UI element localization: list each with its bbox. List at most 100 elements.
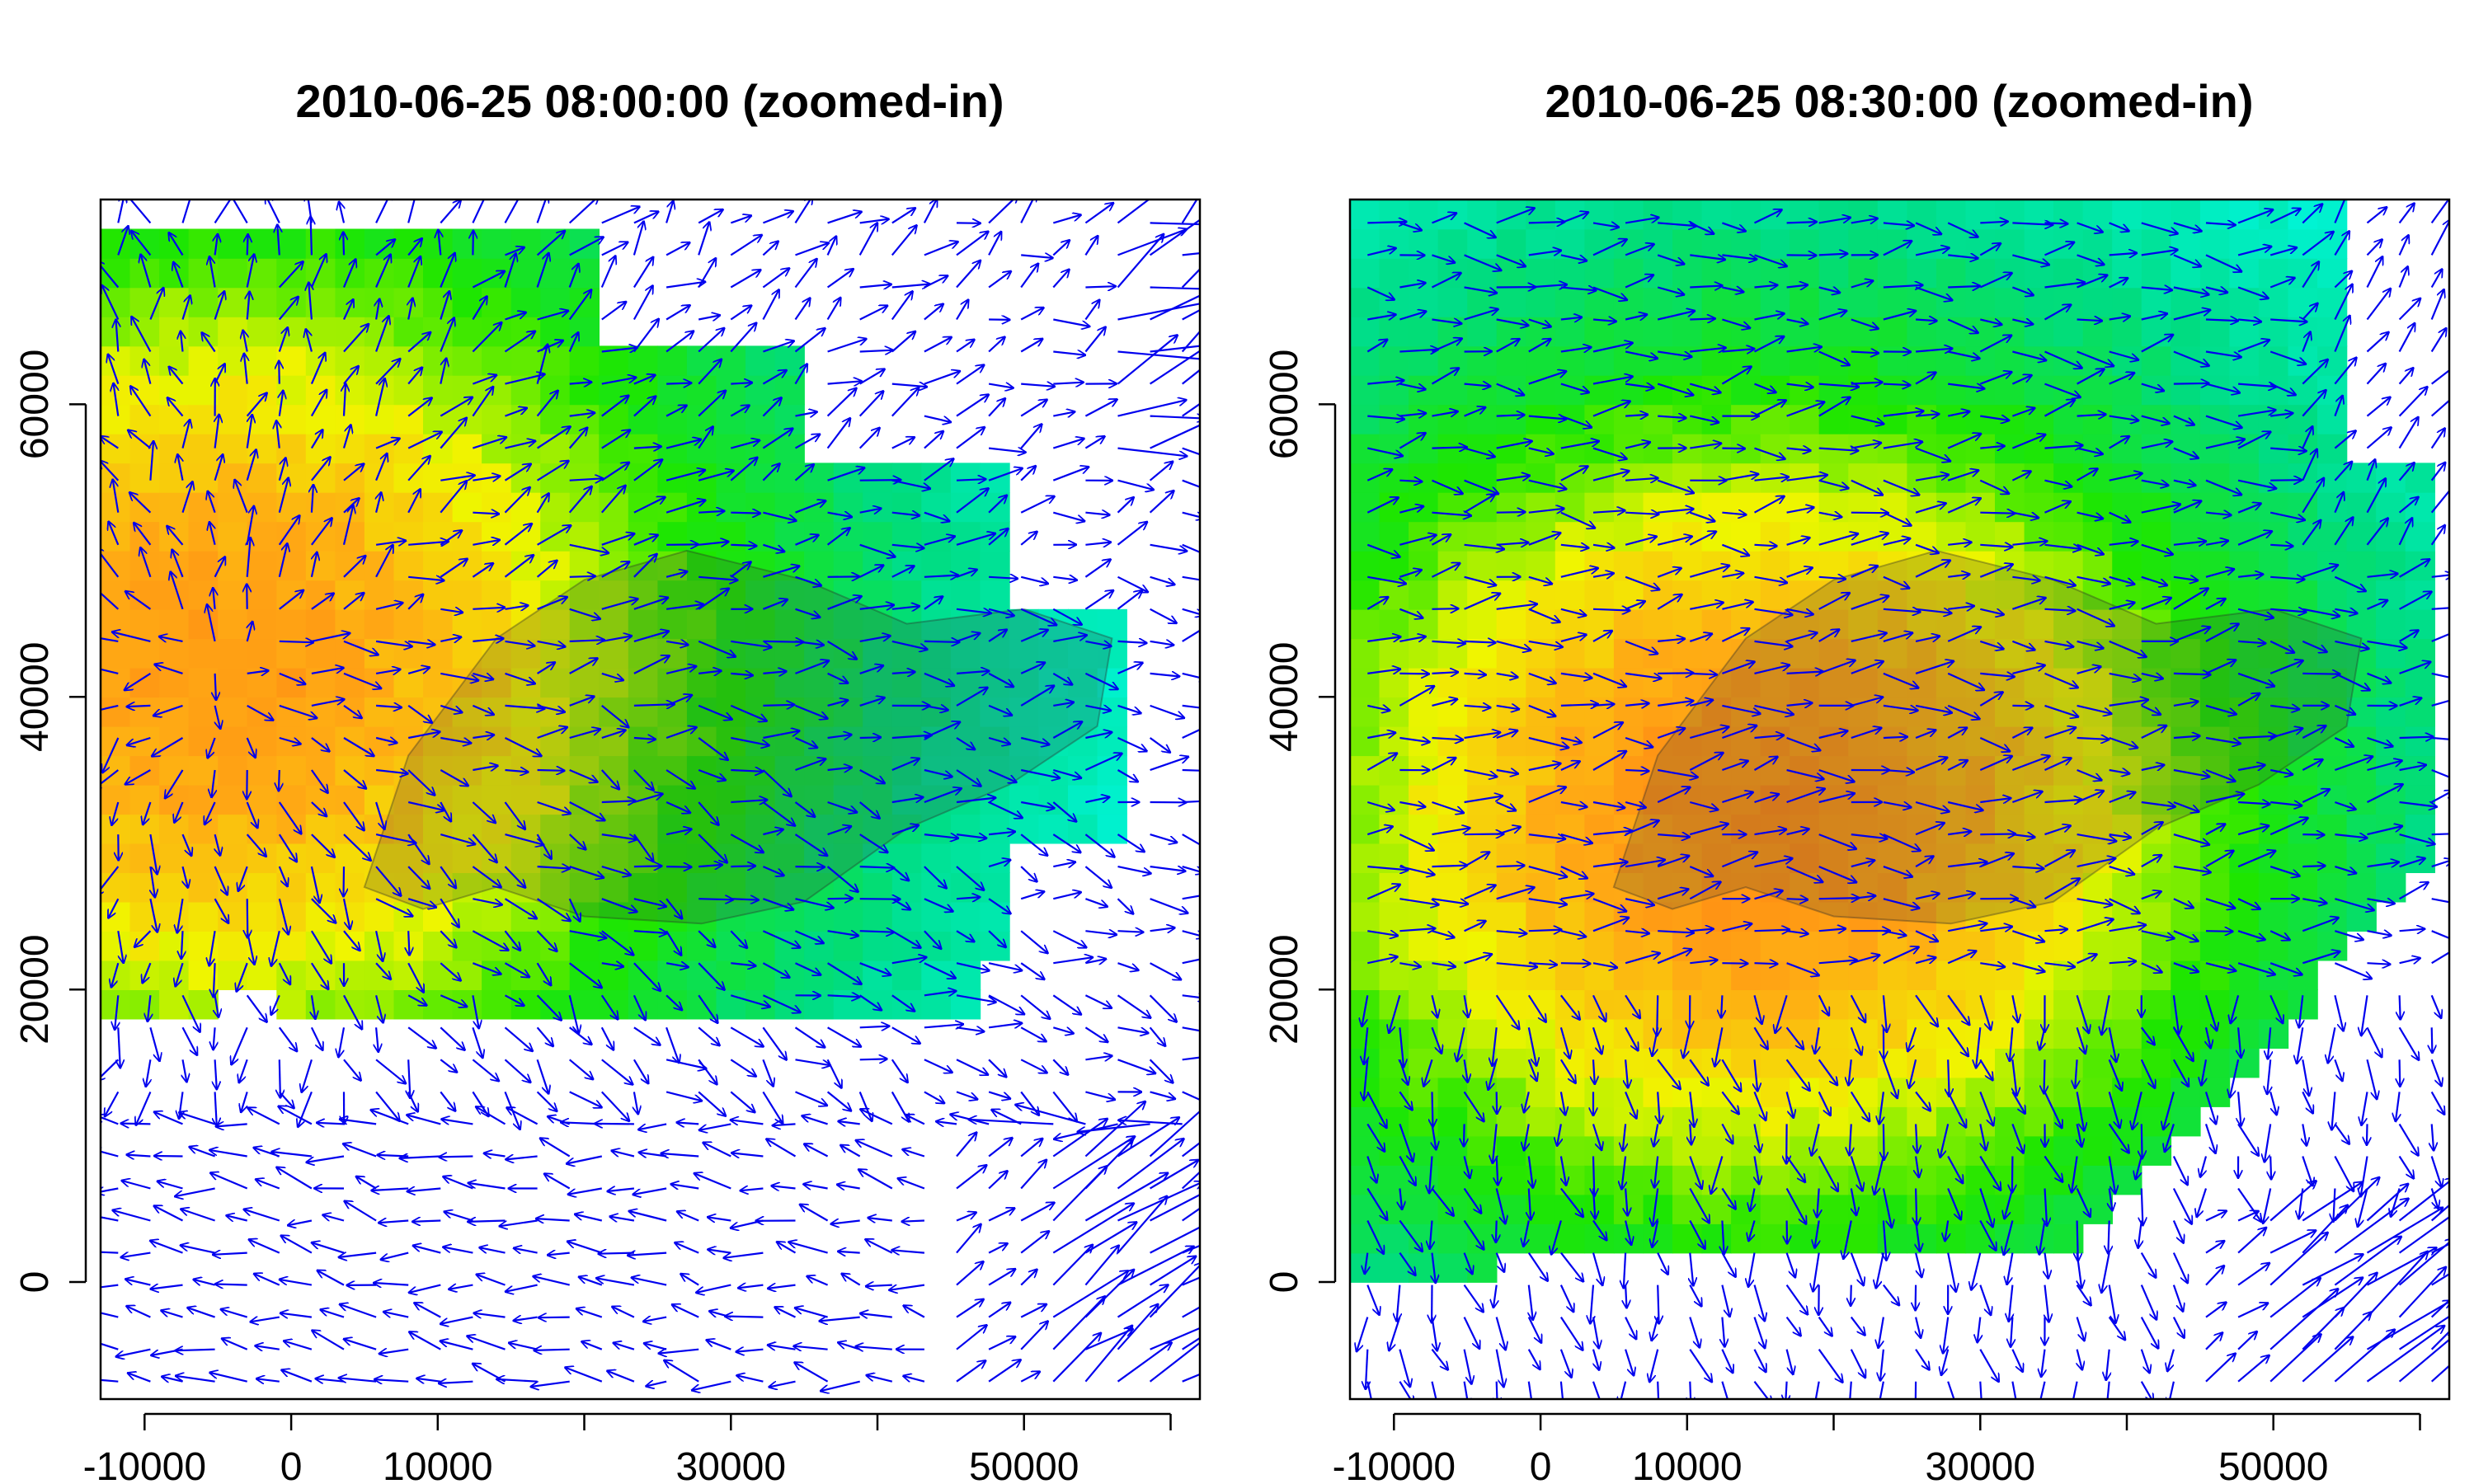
wind-arrow — [956, 1299, 984, 1318]
heat-cell — [1379, 433, 1409, 464]
wind-arrow — [2366, 397, 2391, 417]
wind-arrow — [1020, 1372, 1040, 1383]
wind-arrow — [1020, 1091, 1039, 1115]
wind-arrow — [509, 1343, 538, 1350]
heat-cell — [1790, 491, 1820, 523]
wind-arrow — [2334, 1313, 2371, 1350]
wind-arrow — [1432, 447, 1467, 448]
wind-arrow — [514, 1248, 538, 1253]
heat-cell — [2024, 228, 2054, 259]
wind-arrow — [1850, 1252, 1864, 1286]
wind-arrow — [1181, 330, 1200, 353]
heat-cell — [1467, 960, 1498, 990]
wind-arrow — [409, 1284, 441, 1293]
heat-cell — [159, 931, 190, 961]
wind-arrow — [2172, 1317, 2185, 1338]
wind-arrow — [699, 1123, 731, 1129]
heat-cell — [129, 258, 160, 289]
wind-arrow — [2431, 369, 2449, 385]
heat-cell — [980, 550, 1010, 581]
wind-arrow — [1182, 1056, 1200, 1059]
heat-cell — [159, 608, 190, 640]
heat-cell — [2288, 960, 2318, 990]
heat-cell — [364, 697, 395, 727]
heat-cell — [1584, 726, 1615, 757]
heat-cell — [129, 872, 160, 903]
wind-arrow — [2366, 364, 2386, 385]
heat-cell — [1350, 1135, 1380, 1166]
wind-arrow — [988, 1269, 1015, 1286]
wind-arrow — [2432, 1027, 2433, 1053]
heat-cell — [540, 872, 571, 903]
heat-cell — [1584, 1048, 1615, 1078]
wind-arrow — [1182, 930, 1200, 937]
heat-cell — [1760, 404, 1790, 434]
heat-cell — [1526, 404, 1556, 434]
wind-arrow — [698, 222, 709, 256]
wind-arrow — [1020, 264, 1038, 289]
heat-cell — [305, 521, 336, 552]
heat-cell — [1848, 287, 1879, 317]
heat-cell — [1613, 697, 1644, 727]
wind-arrow — [2204, 1124, 2216, 1153]
heat-cell — [247, 784, 277, 815]
wind-arrow — [101, 1342, 119, 1350]
heat-cell — [2024, 287, 2054, 317]
wind-arrow — [175, 1187, 215, 1197]
wind-arrow — [794, 328, 825, 353]
x-tick-label: 0 — [280, 1445, 303, 1484]
heat-cell — [364, 960, 395, 990]
wind-arrow — [1149, 491, 1174, 514]
heat-cell — [364, 784, 395, 815]
heat-cell — [2229, 843, 2260, 873]
heat-cell — [1467, 1165, 1498, 1195]
heat-cell — [540, 287, 571, 317]
heat-cell — [2405, 521, 2435, 552]
heat-cell — [1672, 1194, 1703, 1224]
wind-arrow — [666, 1091, 702, 1101]
heat-cell — [159, 667, 190, 698]
heat-cell — [2258, 258, 2289, 289]
wind-arrow — [101, 1149, 119, 1158]
heat-cell — [1995, 1077, 2025, 1107]
wind-arrow — [414, 1303, 441, 1318]
wind-arrow — [1150, 898, 1188, 913]
heat-cell — [1409, 638, 1439, 669]
heat-cell — [1350, 989, 1380, 1020]
heat-cell — [1437, 374, 1468, 406]
heat-cell — [2112, 872, 2142, 903]
heat-cell — [657, 521, 688, 552]
y-tick-label: 20000 — [1263, 934, 1306, 1044]
wind-arrow — [2076, 1317, 2085, 1341]
heat-cell — [510, 433, 541, 464]
wind-arrow — [1149, 737, 1170, 753]
heat-cell — [276, 931, 307, 961]
wind-arrow — [840, 1145, 861, 1158]
wind-arrow — [2430, 481, 2449, 514]
heat-cell — [2229, 989, 2260, 1020]
heat-cell — [804, 463, 835, 493]
heat-cell — [1995, 491, 2025, 523]
wind-arrow — [307, 1155, 345, 1162]
wind-arrow — [2366, 207, 2387, 224]
heat-cell — [1379, 1194, 1409, 1224]
wind-arrow — [534, 1276, 570, 1286]
wind-arrow — [724, 1252, 764, 1258]
wind-arrow — [2399, 958, 2420, 963]
heat-cell — [2317, 784, 2348, 815]
wind-arrow — [441, 1120, 473, 1125]
heat-cell — [1350, 872, 1380, 903]
wind-arrow — [280, 1280, 313, 1286]
heat-cell — [188, 433, 219, 464]
heat-cell — [1848, 1048, 1879, 1078]
heat-cell — [1584, 814, 1615, 844]
wind-arrow — [537, 770, 565, 771]
heat-cell — [218, 931, 248, 961]
wind-arrow — [858, 1091, 872, 1121]
heat-cell — [129, 697, 160, 727]
wind-arrow — [924, 415, 951, 422]
heat-cell — [1848, 463, 1879, 493]
heat-cell — [482, 667, 512, 698]
wind-arrow — [1496, 415, 1525, 416]
